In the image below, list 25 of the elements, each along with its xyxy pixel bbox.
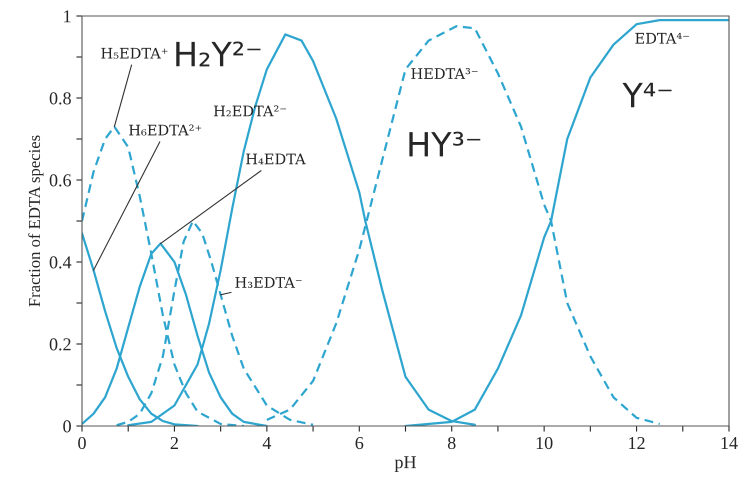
text: H₆EDTA²⁺ (129, 124, 202, 136)
y-tick-label: 0.6 (50, 174, 72, 187)
annotation: Y⁴⁻ (622, 82, 672, 108)
x-tick-label: 10 (536, 436, 552, 450)
x-tick-label: 8 (448, 436, 456, 450)
x-tick-label: 2 (170, 436, 178, 449)
annotation: HY³⁻ (409, 132, 480, 156)
x-tick-label: 4 (262, 437, 272, 449)
y-tick-label: 0.8 (50, 92, 71, 105)
text: H₅EDTA⁺ (101, 48, 168, 59)
y-tick-label: 0 (63, 420, 71, 432)
x-tick-label: 0 (78, 436, 86, 450)
x-tick-label: 12 (629, 436, 645, 449)
y-tick-label: 0.4 (50, 256, 72, 269)
y-axis-title: Fraction of EDTA species (28, 135, 44, 307)
series-label: H₃EDTA⁻ (235, 277, 302, 288)
text: H₄EDTA (246, 154, 306, 164)
x-tick-label: 14 (722, 437, 738, 449)
x-tick-label: 6 (356, 436, 364, 450)
x-axis-title: pH (394, 456, 416, 472)
annotation: H₂Y²⁻ (176, 41, 261, 66)
y-tick-label: 0.2 (50, 338, 71, 351)
series-label: HEDTA³⁻ (411, 68, 478, 79)
series-label: EDTA⁴⁻ (635, 32, 689, 44)
y-tick-label: 1 (64, 10, 70, 22)
